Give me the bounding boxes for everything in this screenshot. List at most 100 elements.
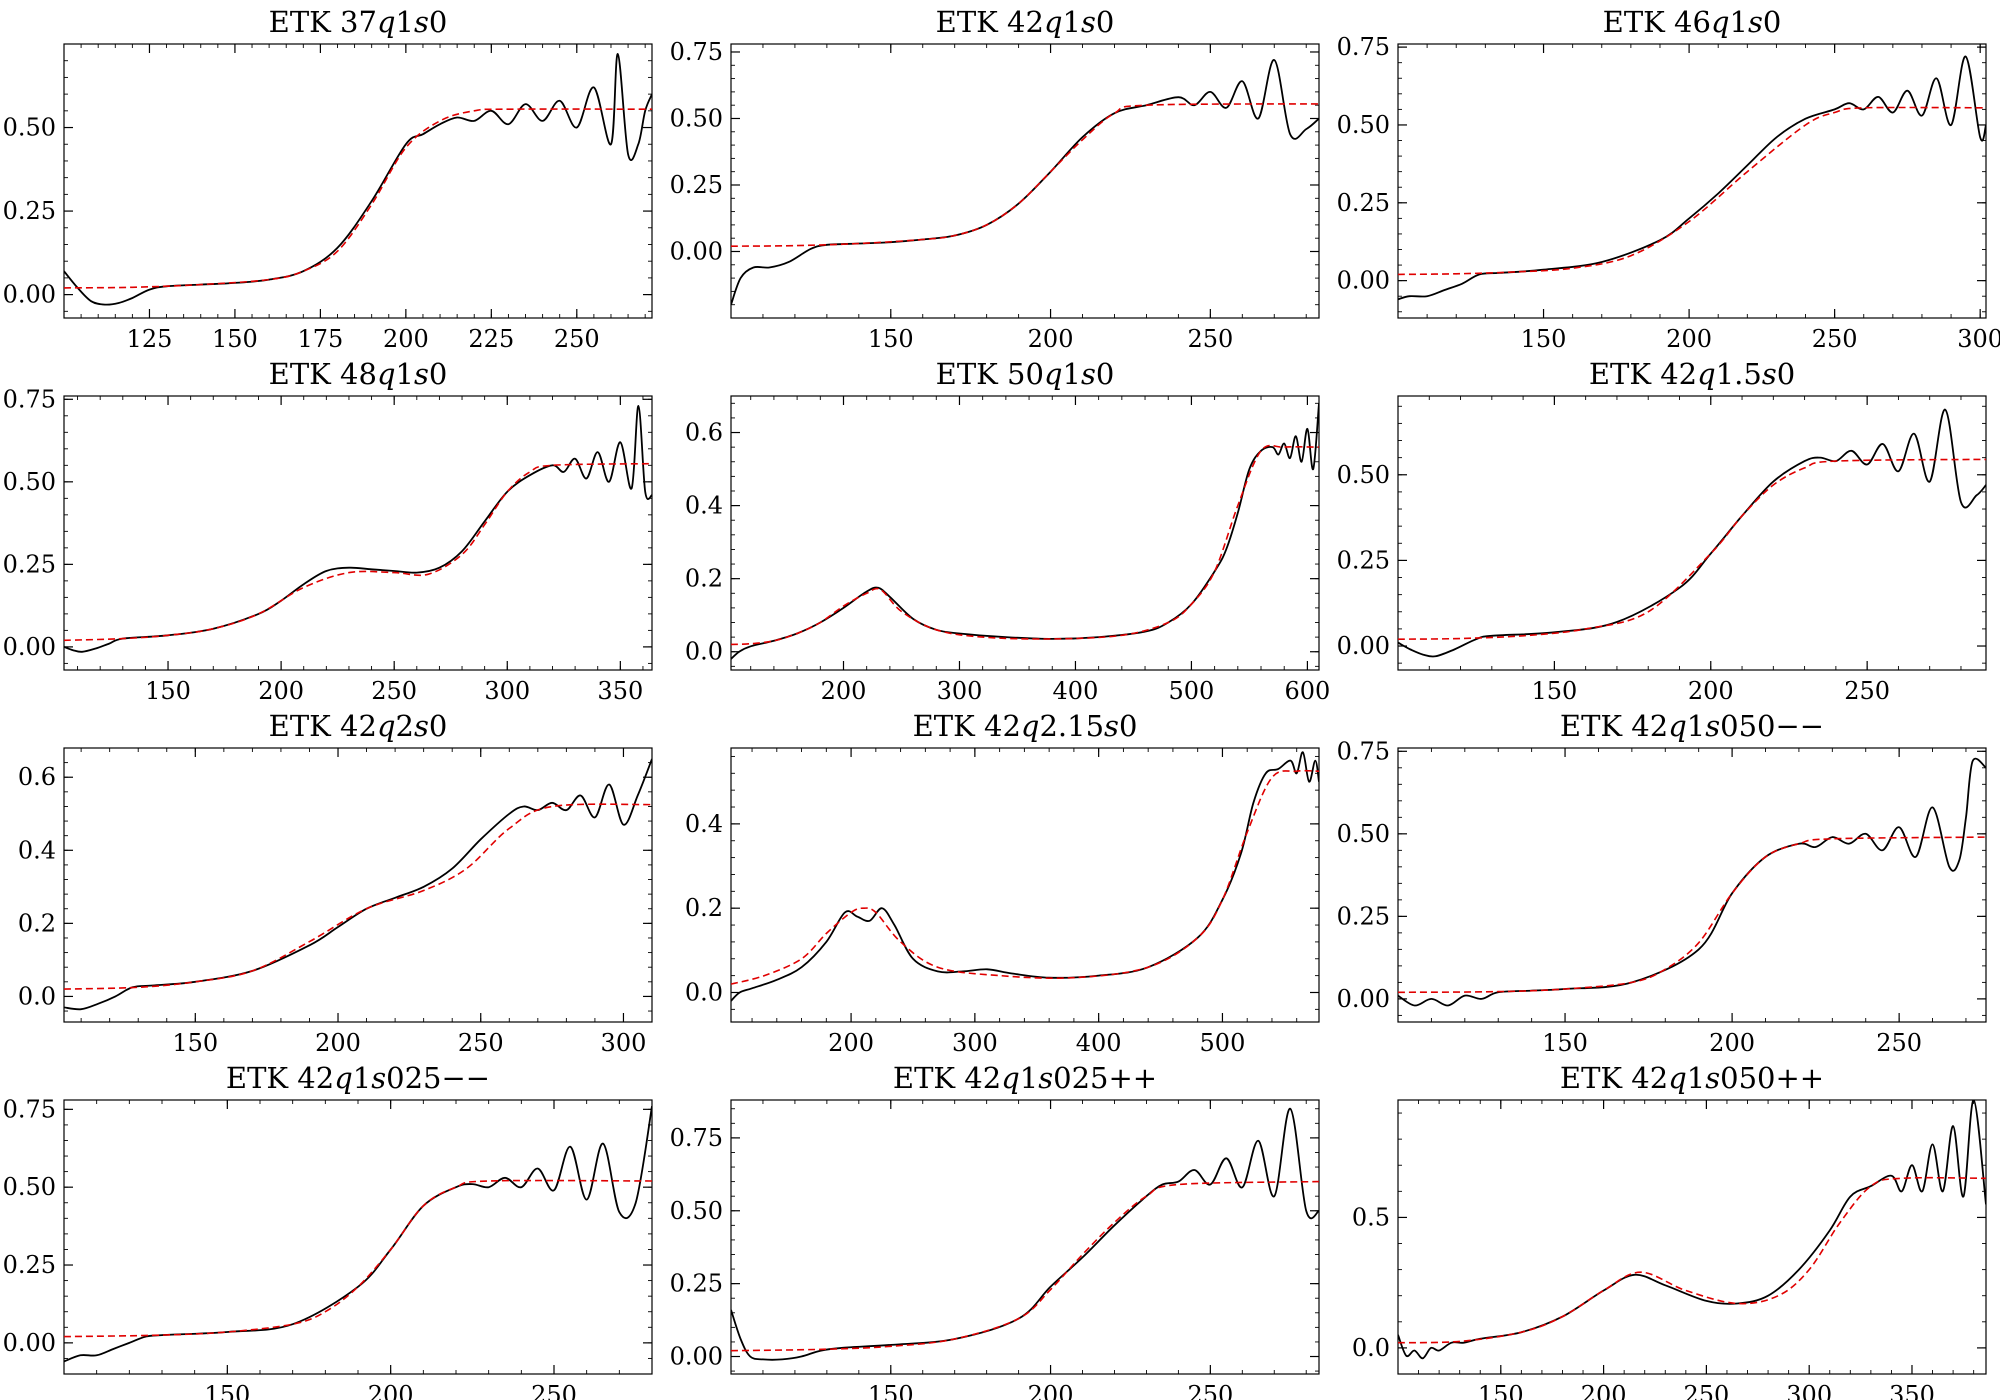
y-tick-label: 0.4: [685, 492, 723, 520]
subplot-3: ETK 48q1s0 150 200 250 300 350 0.00 0.25 0.50 0.7…: [3, 357, 653, 705]
subplot-title: ETK 50q1s0: [936, 357, 1115, 391]
x-tick-label: 200: [1028, 325, 1074, 353]
x-tick-label: 150: [868, 325, 914, 353]
y-tick-label: 0.00: [670, 237, 723, 265]
y-tick-label: 0.25: [3, 197, 56, 225]
x-tick-label: 200: [258, 677, 304, 705]
x-tick-label: 150: [868, 1381, 914, 1400]
x-tick-label: 150: [1521, 325, 1567, 353]
y-tick-label: 0.50: [3, 114, 56, 142]
y-tick-label: 0.00: [1337, 632, 1390, 660]
x-tick-label: 500: [1169, 677, 1215, 705]
x-tick-label: 150: [145, 677, 191, 705]
subplot-11: ETK 42q1s050++ 150 200 250 300 350 0.0 0.5: [1352, 1061, 1987, 1400]
x-tick-label: 125: [127, 325, 173, 353]
x-tick-label: 200: [1028, 1381, 1074, 1400]
plot-frame: [63, 395, 653, 671]
y-tick-label: 0.00: [3, 1329, 56, 1357]
y-tick-label: 0.25: [670, 1270, 723, 1298]
subplot-title: ETK 42q1s0: [936, 5, 1115, 39]
y-tick-label: 0.4: [18, 836, 56, 864]
x-tick-label: 150: [204, 1381, 250, 1400]
subplot-0: ETK 37q1s0 125 150 175 200 225 250 0.00 0.25 0.50: [3, 5, 653, 353]
subplot-title: ETK 48q1s0: [269, 357, 448, 391]
x-tick-label: 350: [1889, 1381, 1935, 1400]
y-tick-label: 0.25: [670, 171, 723, 199]
y-tick-label: 0.0: [685, 638, 723, 666]
y-tick-label: 0.2: [18, 909, 56, 937]
subplot-7: ETK 42q2.15s0 200 300 400 500 0.0 0.2 0.4: [685, 709, 1320, 1057]
x-tick-label: 400: [1053, 677, 1099, 705]
fit-curve: [731, 1180, 1319, 1352]
fit-curve: [64, 803, 652, 990]
subplot-title: ETK 37q1s0: [269, 5, 448, 39]
plot-frame: [730, 1099, 1320, 1375]
subplot-8: ETK 42q1s050−− 150 200 250 0.00 0.25 0.50 0.75: [1337, 709, 1987, 1057]
x-tick-label: 400: [1076, 1029, 1122, 1057]
fit-curve: [731, 769, 1319, 985]
subplot-title: ETK 42q2s0: [269, 709, 448, 743]
x-tick-label: 200: [1666, 325, 1712, 353]
y-tick-label: 0.75: [670, 1124, 723, 1152]
y-tick-label: 0.2: [685, 894, 723, 922]
x-tick-label: 200: [828, 1029, 874, 1057]
subplot-9: ETK 42q1s025−− 150 200 250 0.00 0.25 0.50 0.75: [3, 1061, 653, 1400]
y-tick-label: 0.50: [1337, 820, 1390, 848]
subplot-4: ETK 50q1s0 200 300 400 500 600 0.0 0.2 0.4 0.6: [685, 357, 1330, 705]
plot-frame: [730, 395, 1320, 671]
y-tick-label: 0.25: [3, 550, 56, 578]
x-tick-label: 300: [601, 1029, 647, 1057]
x-tick-label: 300: [937, 677, 983, 705]
x-tick-label: 300: [1786, 1381, 1832, 1400]
x-tick-label: 250: [1683, 1381, 1729, 1400]
y-tick-label: 0.00: [3, 633, 56, 661]
x-tick-label: 200: [368, 1381, 414, 1400]
x-tick-label: 250: [554, 325, 600, 353]
x-tick-label: 600: [1284, 677, 1330, 705]
plot-frame: [1397, 43, 1987, 319]
fit-curve: [64, 462, 652, 642]
data-curve: [1398, 55, 1986, 301]
data-curve: [731, 1107, 1319, 1361]
fit-curve: [1398, 1176, 1986, 1344]
x-tick-label: 300: [1957, 325, 2000, 353]
data-curve: [64, 404, 652, 653]
data-curve: [64, 53, 652, 306]
y-tick-label: 0.75: [3, 385, 56, 413]
y-tick-label: 0.2: [685, 565, 723, 593]
data-curve: [64, 1106, 652, 1363]
data-curve: [731, 403, 1319, 660]
y-tick-label: 0.00: [1337, 985, 1390, 1013]
plot-frame: [1397, 395, 1987, 671]
x-tick-label: 250: [371, 677, 417, 705]
y-tick-label: 0.25: [1337, 546, 1390, 574]
y-tick-label: 0.50: [3, 1173, 56, 1201]
x-tick-label: 250: [1187, 325, 1233, 353]
fit-curve: [1398, 836, 1986, 994]
y-tick-label: 0.0: [18, 982, 56, 1010]
x-tick-label: 200: [821, 677, 867, 705]
x-tick-label: 225: [468, 325, 514, 353]
x-tick-label: 250: [531, 1381, 577, 1400]
x-tick-label: 500: [1200, 1029, 1246, 1057]
data-curve: [1398, 757, 1986, 1007]
y-tick-label: 0.25: [1337, 189, 1390, 217]
fit-curve: [731, 103, 1319, 247]
subplot-5: ETK 42q1.5s0 150 200 250 0.00 0.25 0.50: [1337, 357, 1987, 705]
x-tick-label: 200: [383, 325, 429, 353]
subplot-10: ETK 42q1s025++ 150 200 250 0.00 0.25 0.50 0.75: [670, 1061, 1320, 1400]
plot-frame: [63, 43, 653, 319]
x-tick-label: 250: [1876, 1029, 1922, 1057]
x-tick-label: 150: [1478, 1381, 1524, 1400]
x-tick-label: 250: [1812, 325, 1858, 353]
x-tick-label: 150: [1531, 677, 1577, 705]
y-tick-label: 0.4: [685, 810, 723, 838]
x-tick-label: 200: [1688, 677, 1734, 705]
subplot-title: ETK 42q1s025++: [893, 1061, 1157, 1095]
plot-frame: [1397, 1099, 1987, 1375]
data-curve: [1398, 1100, 1986, 1360]
fit-curve: [1398, 106, 1986, 276]
y-tick-label: 0.25: [3, 1251, 56, 1279]
subplot-6: ETK 42q2s0 150 200 250 300 0.0 0.2 0.4 0.6: [18, 709, 653, 1057]
